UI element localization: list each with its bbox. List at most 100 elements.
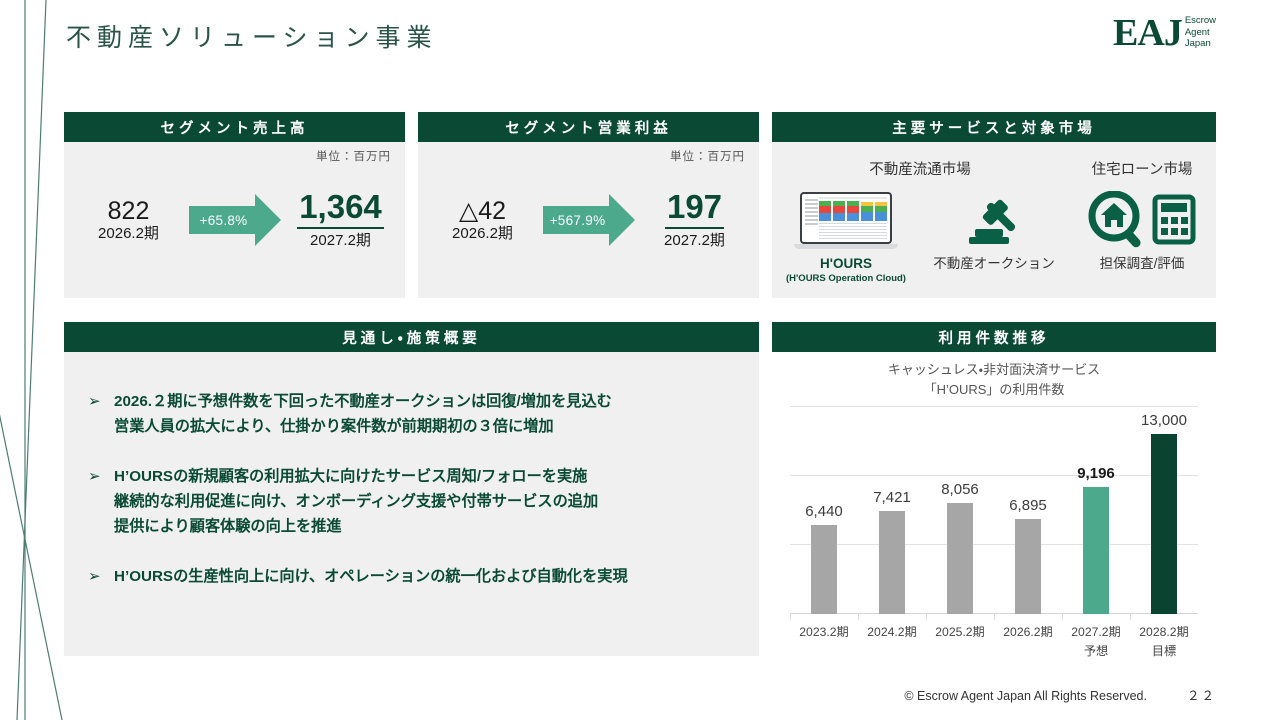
card-segment-revenue: セグメント売上高 単位：百万円 822 2026.2期 +65.8% 1,364… xyxy=(64,112,405,298)
bullet-text: 2026.２期に予想件数を下回った不動産オークションは回復/増加を見込む 営業人… xyxy=(114,390,612,439)
service-label-collateral: 担保調査/評価 xyxy=(1099,256,1185,271)
bullet-line: 営業人員の拡大により、仕掛かり案件数が前期期初の３倍に増加 xyxy=(114,417,554,435)
page-title: 不動産ソリューション事業 xyxy=(66,24,438,52)
axis-tick xyxy=(858,614,859,621)
gridline xyxy=(790,475,1198,477)
bullet-line: 2026.２期に予想件数を下回った不動産オークションは回復/増加を見込む xyxy=(114,393,612,410)
gavel-icon xyxy=(963,187,1025,249)
axis-tick xyxy=(1130,614,1131,621)
axis-tick xyxy=(926,614,927,621)
card-title-outlook: 見通し・施策概要 xyxy=(64,322,759,352)
arrow-right-icon xyxy=(542,194,635,246)
x-axis-label: 2028.2期 目標 xyxy=(1130,623,1198,660)
kpi-next-period-revenue: 2027.2期 xyxy=(310,232,371,250)
kpi-row-revenue: 822 2026.2期 +65.8% 1,364 2027.2期 xyxy=(64,142,405,298)
growth-arrow-revenue: +65.8% xyxy=(188,192,281,248)
card-services-and-markets: 主要サービスと対象市場 不動産流通市場 住宅ローン市場 xyxy=(772,112,1216,298)
bar-value-label: 8,056 xyxy=(941,480,979,498)
chart-bar-slot: 7,421 xyxy=(858,406,926,621)
kpi-previous-profit: △42 2026.2期 xyxy=(429,197,537,244)
chart-bar-slot: 6,440 xyxy=(790,406,858,621)
service-item-hours: H'OURS (H'OURS Operation Cloud) xyxy=(772,187,920,284)
market-titles: 不動産流通市場 住宅ローン市場 xyxy=(772,158,1216,179)
service-label-auction: 不動産オークション xyxy=(933,256,1055,271)
laptop-dashboard-icon xyxy=(794,187,898,249)
arrow-right-icon xyxy=(188,194,281,246)
bar-value-label: 6,440 xyxy=(805,502,843,520)
list-item: ➢ H’OURSの新規顧客の利用拡大に向けたサービス周知/フォローを実施 継続的… xyxy=(88,465,737,539)
chart-bar-slot: 13,000 xyxy=(1130,406,1198,621)
chart-bar xyxy=(879,511,905,615)
card-usage-chart: 利用件数推移 キャッシュレス・非対面決済サービス 「H’OURS」の利用件数 6… xyxy=(772,322,1216,658)
kpi-next-revenue: 1,364 2027.2期 xyxy=(287,188,395,250)
axis-tick xyxy=(994,614,995,621)
service-item-auction: 不動産オークション xyxy=(920,187,1068,284)
kpi-next-profit: 197 2027.2期 xyxy=(641,188,749,250)
chart-bar xyxy=(811,524,837,615)
decorative-lines xyxy=(0,0,63,720)
chart-plot-area: 6,440 7,421 8,056 6,895 9,196 13,000 xyxy=(790,406,1198,621)
market-title-real-estate: 不動産流通市場 xyxy=(869,162,971,178)
kpi-previous-value-profit: △42 xyxy=(458,196,507,225)
service-label-hours: H'OURS xyxy=(820,256,872,271)
service-sublabel-hours: (H'OURS Operation Cloud) xyxy=(786,273,906,285)
x-axis-label: 2027.2期 予想 xyxy=(1062,623,1130,660)
logo-word-japan: Japan xyxy=(1184,38,1211,50)
list-item: ➢ 2026.２期に予想件数を下回った不動産オークションは回復/増加を見込む 営… xyxy=(88,390,737,439)
unit-label-profit: 単位：百万円 xyxy=(670,151,745,163)
kpi-previous-value-revenue: 822 xyxy=(107,196,150,225)
copyright-text: © Escrow Agent Japan All Rights Reserved… xyxy=(904,689,1147,703)
unit-label-revenue: 単位：百万円 xyxy=(316,151,391,163)
chart-bar-slot: 8,056 xyxy=(926,406,994,621)
kpi-next-period-profit: 2027.2期 xyxy=(664,232,725,250)
company-logo: EAJ Escrow Agent Japan xyxy=(1113,14,1216,52)
bullet-line: H’OURSの新規顧客の利用拡大に向けたサービス周知/フォローを実施 xyxy=(114,468,588,486)
kpi-previous-revenue: 822 2026.2期 xyxy=(75,197,183,244)
x-axis-note: 目標 xyxy=(1151,643,1177,658)
kpi-previous-period-revenue: 2026.2期 xyxy=(98,224,159,242)
axis-tick xyxy=(790,614,791,621)
kpi-row-profit: △42 2026.2期 +567.9% 197 2027.2期 xyxy=(418,142,759,298)
chart-subtitle-line1: キャッシュレス・非対面決済サービス xyxy=(887,362,1101,377)
bullet-line: 提供により顧客体験の向上を推進 xyxy=(114,517,342,535)
bar-value-label: 6,895 xyxy=(1009,496,1047,514)
x-axis-label: 2025.2期 xyxy=(935,625,985,640)
chart-subtitle-line2: 「H’OURS」の利用件数 xyxy=(923,382,1065,398)
x-axis-label: 2023.2期 xyxy=(799,625,849,640)
footer: © Escrow Agent Japan All Rights Reserved… xyxy=(904,685,1216,704)
kpi-next-value-profit: 197 xyxy=(664,188,725,230)
card-title-segment-profit: セグメント営業利益 xyxy=(418,112,759,142)
bar-value-label: 9,196 xyxy=(1077,464,1115,482)
chart-x-axis-labels: 2023.2期 2024.2期 2025.2期 2026.2期 2027.2期 予想 202… xyxy=(790,623,1198,660)
logo-wordmark: Escrow Agent Japan xyxy=(1185,15,1216,50)
x-axis-note: 予想 xyxy=(1083,643,1109,658)
chart-bar-slot: 9,196 xyxy=(1062,406,1130,621)
card-outlook: 見通し・施策概要 ➢ 2026.２期に予想件数を下回った不動産オークションは回復… xyxy=(64,322,759,656)
growth-rate-revenue: +65.8% xyxy=(199,212,248,228)
bullet-line: H’OURSの生産性向上に向け、オペレーションの統一化および自動化を実現 xyxy=(114,568,628,586)
growth-rate-profit: +567.9% xyxy=(549,212,606,228)
card-title-segment-revenue: セグメント売上高 xyxy=(64,112,405,142)
card-segment-operating-profit: セグメント営業利益 単位：百万円 △42 2026.2期 +567.9% 197… xyxy=(418,112,759,298)
gridline xyxy=(790,544,1198,546)
logo-word-agent: Agent xyxy=(1184,26,1210,38)
page-number: ２２ xyxy=(1186,689,1216,703)
card-title-services: 主要サービスと対象市場 xyxy=(772,112,1216,142)
services-body: 不動産流通市場 住宅ローン市場 xyxy=(772,142,1216,298)
service-items: H'OURS (H'OURS Operation Cloud) xyxy=(772,187,1216,284)
outlook-bullet-list: ➢ 2026.２期に予想件数を下回った不動産オークションは回復/増加を見込む 営… xyxy=(64,352,759,656)
bar-value-label: 13,000 xyxy=(1141,412,1187,430)
axis-tick xyxy=(1062,614,1063,621)
bullet-line: 継続的な利用促進に向け、オンボーディング支援や付帯サービスの追加 xyxy=(114,492,599,510)
bar-value-label: 7,421 xyxy=(873,489,911,507)
bullet-arrow-icon: ➢ xyxy=(88,468,101,486)
bullet-text: H’OURSの新規顧客の利用拡大に向けたサービス周知/フォローを実施 継続的な利… xyxy=(114,465,598,539)
logo-word-escrow: Escrow xyxy=(1184,15,1216,26)
bullet-text: H’OURSの生産性向上に向け、オペレーションの統一化および自動化を実現 xyxy=(114,565,628,590)
bullet-arrow-icon: ➢ xyxy=(88,393,101,410)
chart-subtitle: キャッシュレス・非対面決済サービス 「H’OURS」の利用件数 xyxy=(772,352,1216,400)
gridline xyxy=(790,406,1198,408)
growth-arrow-profit: +567.9% xyxy=(542,192,635,248)
house-search-calculator-icon xyxy=(1087,187,1197,249)
chart-body: キャッシュレス・非対面決済サービス 「H’OURS」の利用件数 6,440 7,4… xyxy=(772,352,1216,658)
